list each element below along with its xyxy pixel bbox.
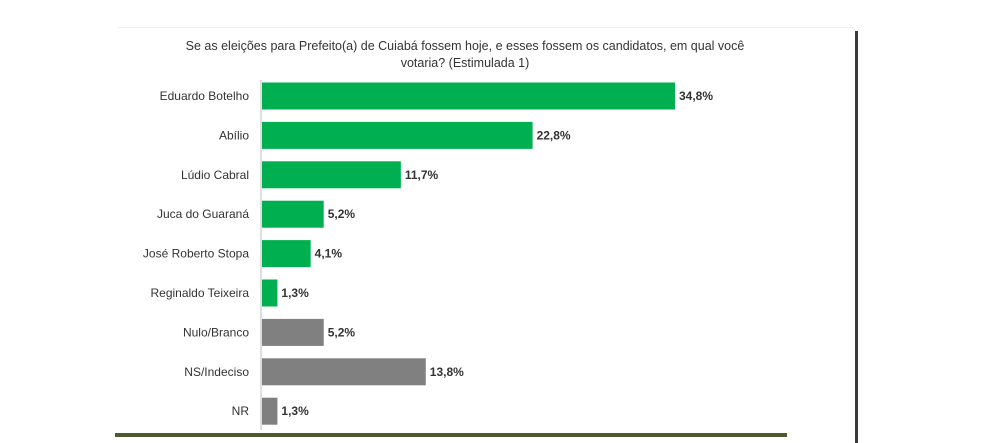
category-label-jose-roberto-stopa: José Roberto Stopa (143, 247, 249, 261)
right-divider (855, 31, 858, 443)
value-label-reginaldo-teixeira: 1,3% (281, 286, 309, 300)
category-label-reginaldo-teixeira: Reginaldo Teixeira (150, 286, 249, 300)
bar-group: Eduardo Botelho 34,8% Abílio 22,8% Lúdio Cab… (143, 82, 713, 425)
category-label-nr: NR (232, 404, 250, 418)
category-label-eduardo-botelho: Eduardo Botelho (160, 89, 250, 103)
bar-juca-do-guarana (262, 200, 324, 228)
category-label-nulo-branco: Nulo/Branco (183, 325, 249, 339)
bottom-divider (115, 433, 787, 437)
bar-ns-indeciso (262, 358, 426, 386)
bar-nr (262, 397, 278, 425)
bar-ludio-cabral (262, 161, 401, 189)
bar-eduardo-botelho (262, 82, 675, 110)
category-label-ns-indeciso: NS/Indeciso (184, 365, 249, 379)
category-label-abilio: Abílio (219, 128, 249, 142)
value-label-nulo-branco: 5,2% (328, 325, 356, 339)
bar-reginaldo-teixeira (262, 279, 278, 307)
chart-title: Se as eleições para Prefeito(a) de Cuiab… (185, 39, 745, 70)
value-label-ns-indeciso: 13,8% (430, 365, 464, 379)
bar-nulo-branco (262, 318, 324, 346)
value-label-abilio: 22,8% (537, 128, 571, 142)
bar-jose-roberto-stopa (262, 240, 311, 268)
category-label-ludio-cabral: Lúdio Cabral (181, 168, 249, 182)
top-divider (118, 27, 853, 28)
bar-abilio (262, 121, 533, 149)
value-label-ludio-cabral: 11,7% (405, 168, 439, 182)
value-label-eduardo-botelho: 34,8% (679, 89, 713, 103)
value-label-jose-roberto-stopa: 4,1% (315, 247, 343, 261)
category-label-juca-do-guarana: Juca do Guaraná (157, 207, 249, 221)
value-label-nr: 1,3% (281, 404, 309, 418)
value-label-juca-do-guarana: 5,2% (328, 207, 356, 221)
